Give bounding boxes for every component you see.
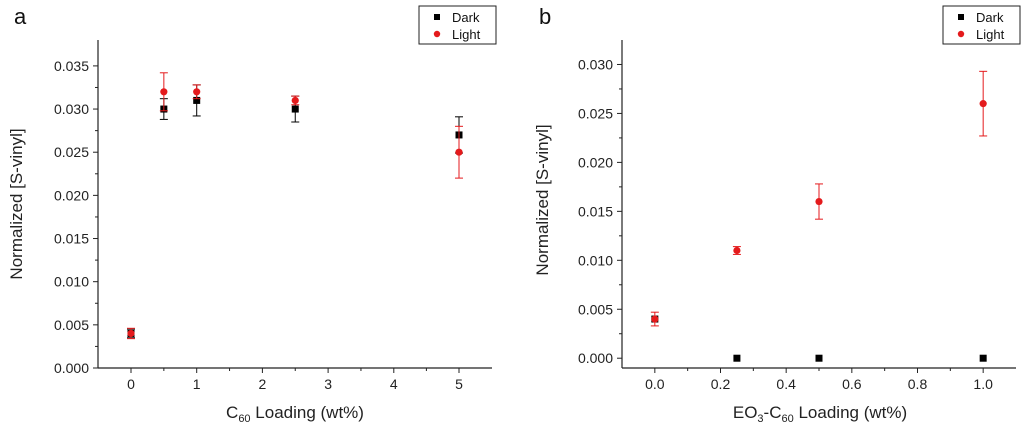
data-point-light bbox=[455, 148, 463, 156]
y-tick-label: 0.020 bbox=[54, 187, 89, 203]
legend-marker-light bbox=[957, 30, 965, 38]
data-point-dark bbox=[193, 96, 201, 104]
y-tick-label: 0.020 bbox=[578, 154, 613, 170]
x-axis-label: EO3-C60 Loading (wt%) bbox=[733, 403, 907, 425]
x-axis-label-part: -C bbox=[764, 403, 782, 422]
panel-label: a bbox=[14, 4, 27, 29]
x-axis-label-part: Loading (wt%) bbox=[794, 403, 907, 422]
data-point-light bbox=[193, 88, 201, 96]
x-tick-label: 0.0 bbox=[645, 376, 665, 392]
series-dark bbox=[651, 315, 987, 362]
y-tick-label: 0.010 bbox=[54, 274, 89, 290]
chart-panel-a: 0.000 0.005 0.010 0.015 0.020 0.025 0.030 0.035… bbox=[7, 4, 497, 425]
y-tick-label: 0.000 bbox=[54, 360, 89, 376]
y-axis-label: Normalized [S-vinyl] bbox=[7, 128, 26, 279]
x-axis-label-part: Loading (wt%) bbox=[251, 403, 364, 422]
x-tick-label: 0.4 bbox=[776, 376, 796, 392]
series-light bbox=[650, 70, 988, 327]
y-tick-label: 0.030 bbox=[578, 56, 613, 72]
y-tick-label: 0.000 bbox=[578, 350, 613, 366]
x-tick-label: 3 bbox=[324, 376, 332, 392]
x-tick-label: 0.2 bbox=[711, 376, 731, 392]
x-tick-label: 1 bbox=[193, 376, 201, 392]
y-axis-label: Normalized [S-vinyl] bbox=[533, 124, 552, 275]
y-tick-label: 0.015 bbox=[578, 203, 613, 219]
x-axis-label-subscript: 60 bbox=[238, 413, 250, 425]
y-tick-label: 0.005 bbox=[54, 317, 89, 333]
data-point-light bbox=[733, 246, 741, 255]
x-tick-label: 2 bbox=[259, 376, 267, 392]
x-axis-label-part: C bbox=[226, 403, 238, 422]
y-tick-label: 0.025 bbox=[54, 144, 89, 160]
x-tick-label: 4 bbox=[390, 376, 398, 392]
legend-marker-dark bbox=[958, 14, 964, 20]
legend-marker-dark bbox=[434, 14, 440, 20]
x-tick-label: 0.8 bbox=[908, 376, 928, 392]
data-point-light bbox=[979, 100, 987, 108]
legend-label: Light bbox=[976, 27, 1005, 42]
data-point-dark bbox=[815, 354, 823, 362]
x-axis-label-part: EO bbox=[733, 403, 758, 422]
x-axis-label: C60 Loading (wt%) bbox=[226, 403, 364, 425]
x-tick-label: 0 bbox=[127, 376, 135, 392]
data-point-light bbox=[160, 88, 168, 96]
legend-label: Dark bbox=[452, 10, 480, 25]
legend-label: Dark bbox=[976, 10, 1004, 25]
x-axis-label-subscript: 3 bbox=[757, 413, 763, 425]
legend: Dark Light bbox=[418, 5, 497, 45]
data-point-dark bbox=[291, 105, 299, 113]
legend-marker-light bbox=[433, 30, 441, 38]
panel-label: b bbox=[539, 4, 551, 29]
chart-panel-b: 0.000 0.005 0.010 0.015 0.020 0.025 0.030 0.0 0.… bbox=[533, 4, 1021, 425]
x-tick-label: 5 bbox=[455, 376, 463, 392]
legend-box bbox=[418, 5, 497, 45]
y-tick-label: 0.010 bbox=[578, 252, 613, 268]
series-light bbox=[127, 72, 463, 340]
legend: Dark Light bbox=[942, 5, 1021, 45]
x-tick-label: 1.0 bbox=[973, 376, 993, 392]
data-point-light bbox=[127, 329, 135, 338]
y-tick-label: 0.005 bbox=[578, 301, 613, 317]
data-point-dark bbox=[979, 354, 987, 362]
series-dark bbox=[127, 84, 463, 339]
y-tick-label: 0.035 bbox=[54, 58, 89, 74]
x-tick-label: 0.6 bbox=[842, 376, 862, 392]
data-point-light bbox=[291, 96, 299, 105]
y-tick-label: 0.030 bbox=[54, 101, 89, 117]
data-point-dark bbox=[733, 354, 741, 362]
data-point-light bbox=[815, 197, 823, 206]
x-axis-label-subscript: 60 bbox=[782, 413, 794, 425]
y-tick-label: 0.025 bbox=[578, 105, 613, 121]
data-point-light bbox=[651, 315, 659, 323]
y-tick-label: 0.015 bbox=[54, 231, 89, 247]
legend-label: Light bbox=[452, 27, 481, 42]
legend-box bbox=[942, 5, 1021, 45]
